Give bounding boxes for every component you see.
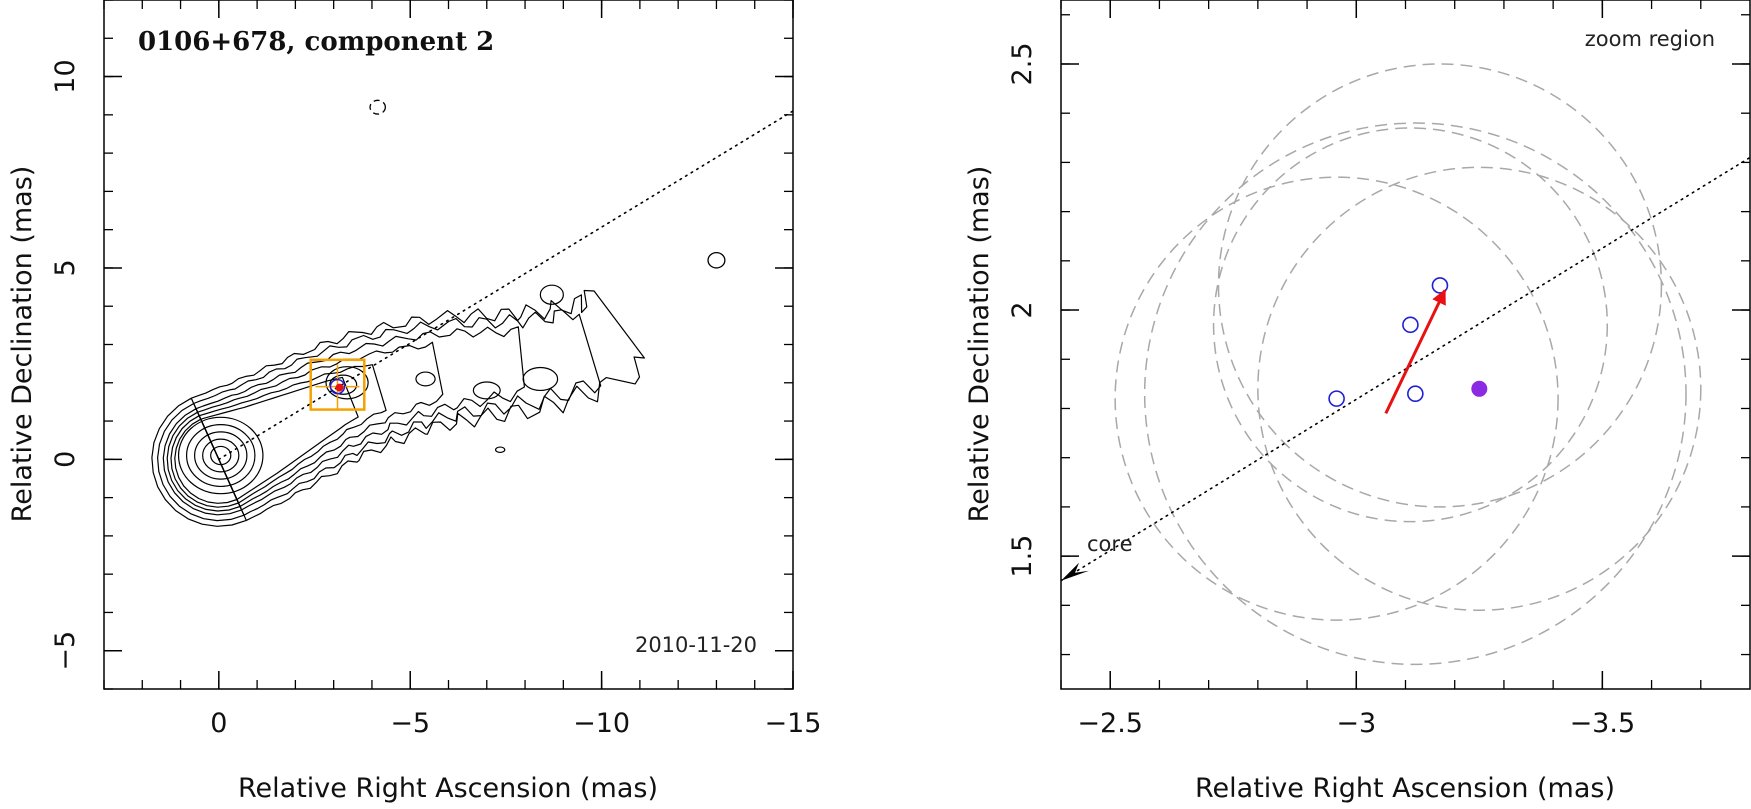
component-marker [335, 383, 344, 392]
uncertainty-circle [1143, 122, 1687, 666]
island-contour [494, 446, 506, 454]
epoch-marker [1328, 390, 1345, 407]
knot-contour [415, 371, 436, 387]
zoom-overlay [1061, 156, 1750, 582]
epoch-marker [1402, 316, 1419, 334]
uncertainty-circle [1257, 166, 1702, 612]
jet-contour [174, 376, 359, 504]
x-tick-label: −2.5 [1077, 708, 1143, 739]
x-tick-label: −3.5 [1570, 708, 1636, 739]
jet-contour [162, 326, 525, 516]
jet-contour [166, 341, 444, 512]
uncertainty-circle [1217, 63, 1663, 508]
y-axis-label: Relative Declination (mas) [964, 166, 995, 523]
y-tick-label: 2.5 [1007, 43, 1038, 86]
x-tick-label: −15 [765, 708, 822, 739]
uncertainty-circles [1114, 63, 1702, 666]
core-direction-arrow [1061, 562, 1089, 581]
map-overlay [218, 110, 793, 461]
island-contour [707, 251, 726, 269]
y-tick-label: 0 [50, 451, 81, 468]
x-tick-label: −10 [573, 708, 630, 739]
x-axis-label: Relative Right Ascension (mas) [1195, 773, 1615, 804]
panel-zoom-region: −2.5 −3 −3.5 1.5 2 2.5 zoom region core Relat… [964, 0, 1751, 804]
knot-contour [472, 381, 501, 400]
core-contour [194, 431, 248, 480]
knot-contour [522, 366, 559, 392]
island-contour [539, 284, 564, 305]
jet-contour [157, 309, 602, 522]
tick-labels: 0 −5 −10 −15 −5 0 5 10 [50, 59, 821, 739]
core-contour [185, 423, 256, 488]
component-marker [329, 378, 346, 395]
y-tick-label: 10 [50, 59, 81, 93]
y-tick-label: 5 [50, 259, 81, 276]
contour-map [151, 99, 726, 527]
x-tick-label: 0 [210, 708, 227, 739]
x-axis-label: Relative Right Ascension (mas) [238, 773, 658, 804]
core-contour [177, 416, 264, 495]
y-axis-label: Relative Declination (mas) [7, 166, 38, 523]
axis-ticks [103, 0, 794, 690]
uncertainty-circle [1114, 176, 1559, 621]
x-tick-label: −3 [1336, 708, 1376, 739]
velocity-arrow [1384, 289, 1447, 415]
jet-contour [151, 289, 645, 527]
tick-labels: −2.5 −3 −3.5 1.5 2 2.5 [1007, 43, 1635, 739]
plot-frame [103, 0, 794, 690]
axis-ticks [1060, 0, 1750, 689]
panel-component-map: 0 −5 −10 −15 −5 0 5 10 0106+678, component 2 20… [7, 0, 821, 804]
y-tick-label: 1.5 [1007, 535, 1038, 578]
uncertainty-circle [1212, 127, 1609, 523]
negative-contour [369, 99, 386, 115]
chart-title: 0106+678, component 2 [138, 27, 494, 57]
x-tick-label: −5 [390, 708, 430, 739]
zoom-region-label: zoom region [1585, 27, 1715, 51]
plot-frame [1060, 0, 1751, 690]
jet-axis-line [218, 110, 793, 461]
epoch-date-label: 2010-11-20 [635, 633, 757, 657]
filled-epoch-marker [1471, 380, 1488, 397]
core-contour [202, 438, 240, 473]
y-tick-label: −5 [50, 631, 81, 671]
knot-contour [329, 374, 358, 395]
knot-contour [325, 366, 369, 400]
core-label: core [1087, 532, 1133, 556]
y-tick-label: 2 [1007, 301, 1038, 318]
epoch-marker [1407, 385, 1424, 403]
zoom-box [309, 358, 366, 411]
